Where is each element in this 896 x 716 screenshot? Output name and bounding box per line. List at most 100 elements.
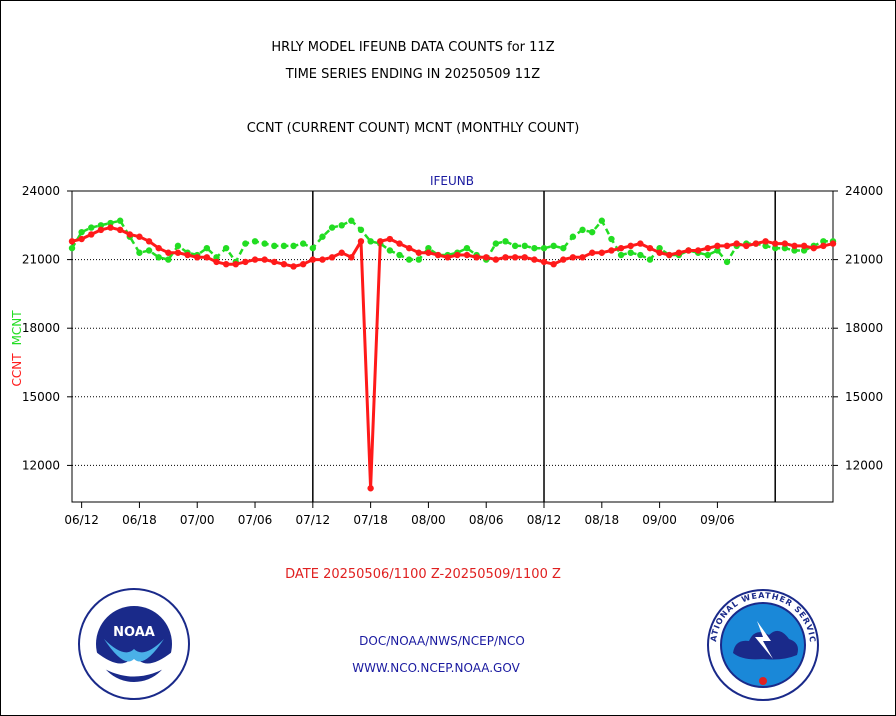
chart-title-line2: TIME SERIES ENDING IN 20250509 11Z [285,67,541,82]
data-point-mcnt [463,244,471,252]
y-tick-label-left: 21000 [22,253,60,267]
data-point-ccnt [155,244,162,252]
data-point-mcnt [781,244,789,252]
data-point-ccnt [232,260,239,268]
data-point-ccnt [309,256,317,263]
data-point-mcnt [598,217,606,224]
data-point-ccnt [299,260,307,268]
data-point-mcnt [145,247,153,254]
x-tick-label: 09/00 [642,513,677,527]
data-point-ccnt [627,242,634,250]
data-point-ccnt [97,226,105,234]
data-point-mcnt [213,254,220,261]
data-point-mcnt [78,228,85,236]
data-point-ccnt [502,254,509,261]
data-point-mcnt [396,251,403,259]
data-point-mcnt [261,240,268,247]
data-point-ccnt [598,249,606,256]
y-tick-label-right: 21000 [845,253,883,267]
data-point-ccnt [242,258,249,266]
y-label-ccnt: CCNT [10,353,24,387]
y-tick-label-right: 15000 [845,390,883,404]
data-point-ccnt [338,249,345,256]
data-point-mcnt [492,240,500,247]
x-tick-label: 07/18 [353,513,388,527]
data-point-mcnt [569,233,577,240]
data-point-mcnt [203,244,211,252]
data-point-mcnt [579,226,586,234]
data-point-mcnt [714,247,721,254]
data-point-mcnt [338,222,345,229]
data-point-mcnt [772,244,779,252]
date-range-label: DATE 20250506/1100 Z-20250509/1100 Z [285,567,561,582]
data-point-ccnt [328,254,336,261]
data-point-mcnt [588,228,596,236]
data-point-ccnt [521,254,528,261]
data-point-ccnt [405,244,413,252]
data-point-ccnt [251,256,259,263]
plot-title: IFEUNB [430,174,474,188]
data-point-mcnt [762,242,769,250]
data-point-mcnt [107,219,114,227]
data-point-ccnt [550,260,557,268]
data-point-ccnt [145,238,153,245]
data-point-ccnt [396,240,403,247]
y-tick-label-left: 15000 [22,390,60,404]
data-point-mcnt [328,224,336,231]
data-point-mcnt [97,222,105,229]
data-point-ccnt [714,242,721,250]
data-point-ccnt [617,244,625,252]
data-point-ccnt [483,254,490,261]
data-point-mcnt [386,247,394,254]
x-tick-label: 07/00 [180,513,215,527]
data-point-mcnt [608,235,615,243]
x-tick-label: 06/18 [122,513,157,527]
data-point-ccnt [386,235,394,243]
data-point-ccnt [685,247,692,254]
data-point-ccnt [261,256,268,263]
noaa-logo: NOAA [78,588,190,700]
data-point-mcnt [425,244,432,252]
y-tick-label-left: 12000 [22,458,60,472]
data-point-ccnt [656,249,663,256]
x-tick-label: 07/06 [238,513,273,527]
data-point-ccnt [194,254,201,261]
data-point-mcnt [88,224,95,231]
data-point-ccnt [68,238,76,245]
data-point-mcnt [367,238,374,245]
data-point-ccnt [174,249,182,256]
data-point-mcnt [136,249,143,256]
data-point-ccnt [319,256,326,263]
org-line-1: DOC/NOAA/NWS/NCEP/NCO [359,634,525,648]
data-point-ccnt [637,240,644,247]
chart-subtitle: CCNT (CURRENT COUNT) MCNT (MONTHLY COUNT… [246,121,580,136]
data-point-ccnt [540,258,548,266]
data-point-ccnt [463,251,471,259]
y-tick-label-left: 24000 [22,184,60,198]
data-point-ccnt [88,231,95,238]
x-tick-label: 06/12 [64,513,99,527]
noaa-logo-text: NOAA [113,625,155,640]
data-point-mcnt [319,233,326,240]
series-line-ccnt [71,226,834,490]
data-point-ccnt [126,231,133,238]
data-point-mcnt [68,244,76,252]
data-point-mcnt [280,242,288,250]
data-point-ccnt [762,238,769,245]
data-point-ccnt [454,251,461,259]
data-point-ccnt [733,240,740,247]
data-point-ccnt [752,240,760,247]
data-point-ccnt [271,258,278,266]
data-point-ccnt [772,240,779,247]
data-point-mcnt [251,238,259,245]
data-point-ccnt [810,244,817,252]
x-tick-label: 08/00 [411,513,446,527]
data-point-mcnt [560,244,567,252]
data-point-ccnt [222,260,230,268]
x-tick-label: 08/12 [527,513,562,527]
data-point-mcnt [502,238,509,245]
data-point-ccnt [675,249,683,256]
data-point-mcnt [309,244,317,252]
